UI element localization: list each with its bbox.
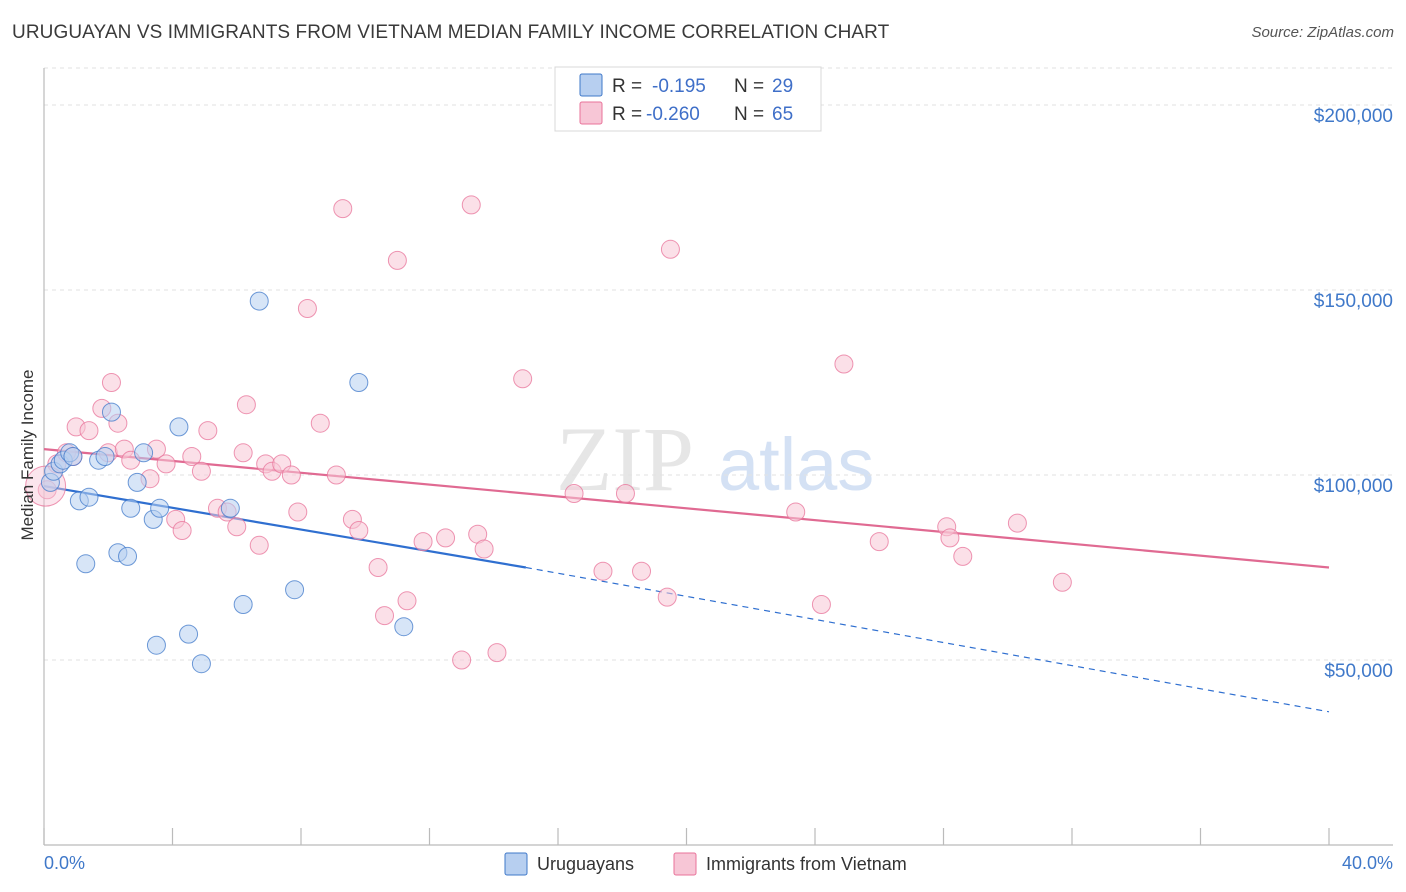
legend-n-label-vietnam: N = <box>734 104 764 125</box>
point-vietnam <box>297 299 317 318</box>
bottom-legend-label-vietnam: Immigrants from Vietnam <box>706 854 907 874</box>
point-vietnam <box>487 643 507 663</box>
point-vietnam <box>288 502 308 522</box>
point-vietnam <box>811 595 831 614</box>
legend-r-value-vietnam: -0.260 <box>646 104 700 125</box>
point-vietnam <box>474 539 494 559</box>
point-vietnam <box>101 373 121 392</box>
y-tick-label: $200,000 <box>1314 106 1393 127</box>
point-uruguayans <box>95 447 115 466</box>
point-uruguayans <box>249 291 269 311</box>
legend-swatch-vietnam <box>579 101 603 125</box>
point-vietnam <box>436 528 456 548</box>
source-label: Source: ZipAtlas.com <box>1251 24 1394 41</box>
point-vietnam <box>513 369 533 389</box>
bottom-legend-swatch-uruguayans <box>504 852 528 876</box>
gridlines <box>44 67 1393 661</box>
point-uruguayans <box>79 487 99 507</box>
point-vietnam <box>786 502 806 522</box>
point-uruguayans <box>150 498 170 518</box>
point-vietnam <box>375 606 395 626</box>
point-vietnam <box>660 239 680 259</box>
series-legend: Uruguayans Immigrants from Vietnam <box>504 852 907 876</box>
chart-title: URUGUAYAN VS IMMIGRANTS FROM VIETNAM MED… <box>12 22 890 43</box>
point-vietnam <box>79 421 99 441</box>
point-vietnam <box>615 484 635 503</box>
y-axis-label: Median Family Income <box>18 369 37 540</box>
point-vietnam <box>236 395 256 415</box>
bottom-legend-swatch-vietnam <box>673 852 697 876</box>
point-vietnam <box>249 535 269 555</box>
point-vietnam <box>452 650 472 670</box>
x-axis-ticks <box>43 828 1330 845</box>
point-vietnam <box>461 195 481 215</box>
x-tick-label-max: 40.0% <box>1342 853 1393 873</box>
point-uruguayans <box>220 498 240 518</box>
point-vietnam <box>156 454 176 474</box>
watermark-atlas: atlas <box>718 423 874 506</box>
point-uruguayans <box>285 580 305 600</box>
point-vietnam <box>564 484 584 503</box>
legend-r-label-vietnam: R = <box>612 104 642 125</box>
point-vietnam <box>333 199 353 219</box>
point-vietnam <box>657 587 677 607</box>
point-uruguayans <box>121 498 141 518</box>
point-vietnam <box>869 532 889 552</box>
point-vietnam <box>182 447 202 466</box>
point-uruguayans <box>63 447 83 466</box>
point-vietnam <box>413 532 433 552</box>
data-points <box>25 195 1072 674</box>
point-vietnam <box>233 443 253 463</box>
point-vietnam <box>940 528 960 548</box>
legend-n-label-uruguayans: N = <box>734 76 764 97</box>
point-uruguayans <box>349 373 369 392</box>
point-vietnam <box>191 461 211 481</box>
y-tick-label: $150,000 <box>1314 291 1393 312</box>
point-vietnam <box>310 413 330 433</box>
point-vietnam <box>198 421 218 441</box>
point-uruguayans <box>76 554 96 574</box>
correlation-legend: R = -0.195 N = 29 R = -0.260 N = 65 <box>554 66 822 132</box>
point-vietnam <box>1007 513 1027 533</box>
point-uruguayans <box>169 417 189 437</box>
point-vietnam <box>368 558 388 577</box>
point-uruguayans <box>134 443 154 463</box>
bottom-legend-label-uruguayans: Uruguayans <box>537 854 634 874</box>
legend-swatch-uruguayans <box>579 73 603 97</box>
point-vietnam <box>593 561 613 581</box>
point-vietnam <box>397 591 417 611</box>
point-uruguayans <box>146 635 166 655</box>
point-uruguayans <box>191 654 211 674</box>
point-uruguayans <box>127 472 147 492</box>
y-tick-label: $50,000 <box>1324 661 1393 682</box>
point-vietnam <box>227 517 247 537</box>
y-tick-label: $100,000 <box>1314 476 1393 497</box>
point-vietnam <box>1052 572 1072 592</box>
point-vietnam <box>953 546 973 566</box>
legend-n-value-uruguayans: 29 <box>772 76 793 97</box>
legend-r-label-uruguayans: R = <box>612 76 642 97</box>
point-uruguayans <box>233 595 253 614</box>
point-uruguayans <box>179 624 199 644</box>
trendline-uruguayans-extrapolated <box>525 566 1330 713</box>
point-uruguayans <box>394 617 414 637</box>
point-uruguayans <box>101 402 121 422</box>
point-vietnam <box>834 354 854 374</box>
point-vietnam <box>326 465 346 485</box>
x-tick-label-min: 0.0% <box>44 853 85 873</box>
point-vietnam <box>172 521 192 540</box>
y-tick-labels: $50,000 $100,000 $150,000 $200,000 <box>1314 106 1393 682</box>
point-vietnam <box>349 521 369 540</box>
legend-r-value-uruguayans: -0.195 <box>652 76 706 97</box>
point-uruguayans <box>118 546 138 566</box>
point-vietnam <box>632 561 652 581</box>
legend-n-value-vietnam: 65 <box>772 104 793 125</box>
point-vietnam <box>387 250 407 270</box>
point-vietnam <box>281 465 301 485</box>
trendline-uruguayans <box>43 485 527 569</box>
